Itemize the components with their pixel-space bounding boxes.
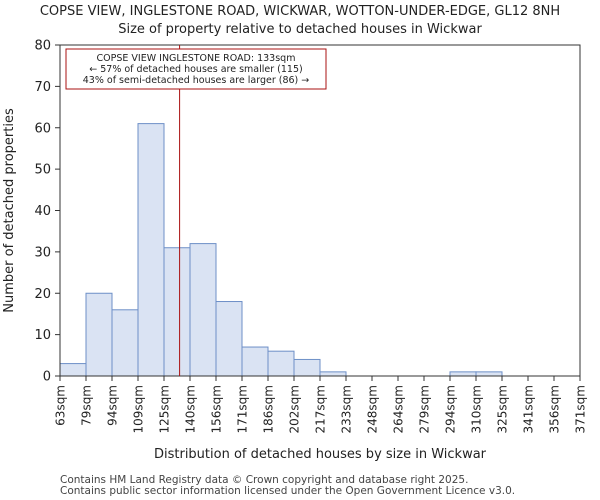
bar-79sqm [85,292,113,377]
x-tick-label: 325sqm [496,385,510,433]
x-tick-label: 63sqm [54,385,68,426]
bar-294sqm [449,371,477,377]
plot-area: 0 10 20 30 40 50 60 70 80 63sqm 79sqm 94sqm 109sqm 12… [2,39,588,463]
footer-copyright: Contains HM Land Registry data © Crown c… [60,474,469,486]
x-tick-label: 371sqm [574,385,588,433]
x-tick-label: 125sqm [158,385,172,433]
bar-94sqm [111,309,139,377]
bar-63sqm [59,363,87,377]
footer-licence: Contains public sector information licen… [60,485,516,497]
x-tick-label: 294sqm [444,385,458,433]
x-tick-label: 248sqm [366,385,380,433]
x-axis-label: Distribution of detached houses by size … [154,447,487,462]
annotation-line: COPSE VIEW INGLESTONE ROAD: 133sqm [97,53,296,64]
y-tick-label: 0 [43,370,51,385]
bar-171sqm [241,346,269,377]
y-tick-label: 10 [34,328,51,343]
annotation-box [65,48,327,90]
y-tick-label: 60 [34,121,51,136]
y-tick-label: 80 [34,39,51,54]
x-tick-label: 109sqm [132,385,146,433]
annotation-line: ← 57% of detached houses are smaller (11… [89,64,302,75]
bar-217sqm [319,371,347,377]
y-tick-label: 20 [34,287,51,302]
x-tick-label: 217sqm [314,385,328,433]
chart-title: COPSE VIEW, INGLESTONE ROAD, WICKWAR, WO… [39,4,561,19]
x-tick-label: 79sqm [80,385,94,426]
bar-310sqm [475,371,503,377]
x-tick-label: 171sqm [236,385,250,433]
y-tick-label: 70 [34,80,51,95]
x-tick-label: 233sqm [340,385,354,433]
annotation-line: 43% of semi-detached houses are larger (… [83,75,310,86]
y-tick-label: 40 [34,204,51,219]
x-tick-label: 341sqm [522,385,536,433]
x-tick-label: 140sqm [184,385,198,433]
x-tick-label: 156sqm [210,385,224,433]
x-tick-label: 186sqm [262,385,276,433]
bar-202sqm [293,358,321,377]
x-tick-label: 202sqm [288,385,302,433]
bar-140sqm [189,243,217,377]
bar-125sqm [163,247,191,377]
x-tick-label: 310sqm [470,385,484,433]
bar-109sqm [137,123,165,377]
x-tick-label: 94sqm [106,385,120,426]
y-tick-label: 30 [34,245,51,260]
bar-186sqm [267,350,295,377]
y-tick-label: 50 [34,163,51,178]
chart-subtitle: Size of property relative to detached ho… [118,22,482,37]
x-tick-label: 264sqm [392,385,406,433]
y-axis-label: Number of detached properties [2,108,17,313]
bar-156sqm [215,301,243,377]
x-tick-label: 356sqm [548,385,562,433]
x-tick-label: 279sqm [418,385,432,433]
